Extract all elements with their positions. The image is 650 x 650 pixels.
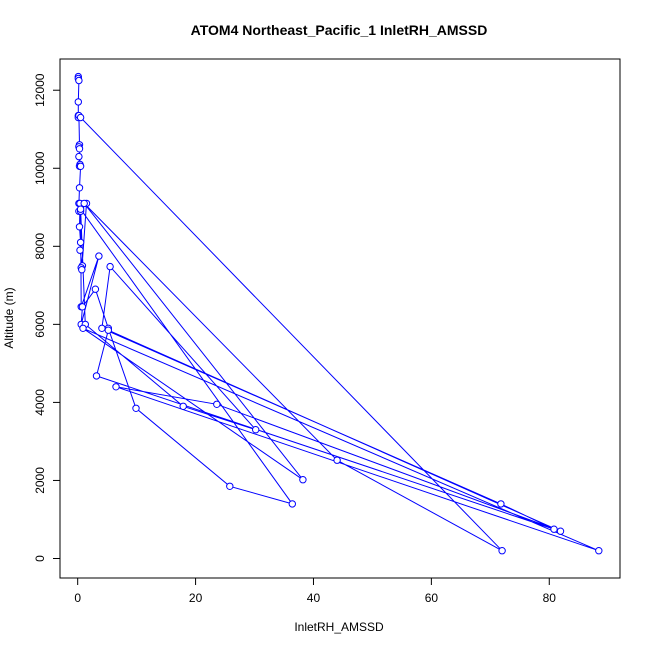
x-tick-label: 20 bbox=[189, 591, 203, 605]
plot-frame bbox=[59, 58, 621, 579]
data-point bbox=[498, 547, 506, 555]
data-point bbox=[75, 145, 84, 153]
data-point bbox=[75, 223, 84, 231]
chart-title: ATOM4 Northeast_Pacific_1 InletRH_AMSSD bbox=[191, 22, 488, 38]
y-tick-label: 10000 bbox=[33, 151, 47, 185]
y-tick-label: 12000 bbox=[33, 73, 47, 107]
data-point bbox=[95, 252, 103, 260]
data-point bbox=[226, 482, 234, 490]
x-axis: 0 20 40 60 80 bbox=[74, 577, 557, 605]
data-point bbox=[333, 456, 341, 464]
series-line bbox=[77, 76, 599, 552]
y-tick-label: 4000 bbox=[33, 389, 47, 416]
data-point bbox=[106, 262, 114, 271]
data-point bbox=[288, 500, 296, 508]
data-point bbox=[252, 426, 260, 434]
data-point bbox=[92, 372, 101, 380]
y-axis-label: Altitude (m) bbox=[2, 287, 16, 348]
data-point bbox=[98, 324, 106, 332]
data-point bbox=[74, 98, 83, 106]
data-point bbox=[132, 404, 140, 412]
data-point bbox=[76, 205, 85, 213]
x-tick-label: 80 bbox=[543, 591, 557, 605]
data-point bbox=[76, 113, 85, 122]
data-point bbox=[76, 246, 84, 254]
data-point bbox=[104, 326, 113, 334]
x-tick-label: 0 bbox=[74, 591, 81, 605]
data-point bbox=[75, 152, 83, 161]
data-point bbox=[179, 402, 187, 410]
data-point bbox=[75, 76, 83, 85]
data-point bbox=[299, 476, 307, 484]
data-point bbox=[76, 162, 85, 171]
data-point bbox=[78, 266, 86, 274]
y-tick-label: 6000 bbox=[33, 311, 47, 338]
data-point bbox=[76, 238, 85, 247]
data-point bbox=[112, 383, 120, 391]
data-point bbox=[75, 184, 84, 192]
y-axis: 0 2000 4000 6000 8000 10000 12000 bbox=[33, 73, 61, 562]
x-axis-label: InletRH_AMSSD bbox=[294, 620, 384, 634]
data-point bbox=[550, 525, 558, 533]
y-tick-label: 2000 bbox=[33, 467, 47, 494]
x-tick-label: 40 bbox=[307, 591, 321, 605]
data-point bbox=[497, 500, 505, 508]
data-point bbox=[80, 199, 88, 208]
data-point bbox=[78, 303, 87, 311]
y-tick-label: 0 bbox=[33, 555, 47, 562]
data-point bbox=[79, 324, 87, 332]
data-point bbox=[595, 547, 603, 555]
x-tick-label: 60 bbox=[425, 591, 439, 605]
data-point bbox=[91, 285, 100, 293]
data-point bbox=[213, 400, 221, 408]
series-layer bbox=[74, 72, 603, 555]
y-tick-label: 8000 bbox=[33, 233, 47, 260]
data-point bbox=[556, 527, 565, 535]
